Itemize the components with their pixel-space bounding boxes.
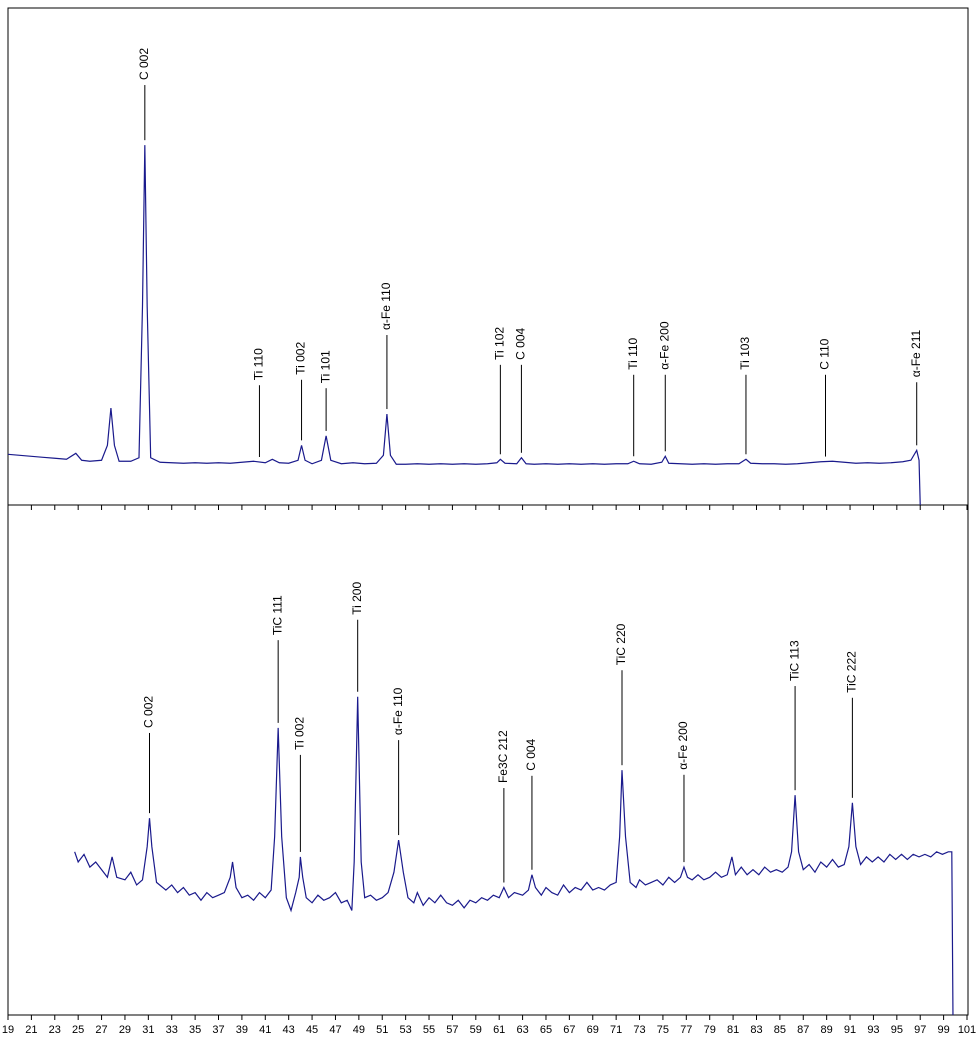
x-tick-label: 55	[423, 1024, 435, 1036]
x-tick-label: 35	[189, 1024, 201, 1036]
x-tick-label: 97	[914, 1024, 926, 1036]
annotation-label: Ti 110	[626, 337, 640, 369]
x-tick-label: 29	[119, 1024, 131, 1036]
annotation-label: TiC 111	[270, 595, 284, 635]
x-tick-label: 61	[493, 1024, 505, 1036]
x-tick-label: 25	[72, 1024, 84, 1036]
annotation-label: Ti 200	[350, 582, 364, 615]
x-tick-label: 33	[166, 1024, 178, 1036]
annotation-label: C 110	[818, 338, 832, 369]
spectrum-line	[74, 696, 954, 1016]
annotation-label: TiC 113	[787, 640, 801, 681]
x-tick-label: 51	[376, 1024, 388, 1036]
x-tick-label: 37	[212, 1024, 224, 1036]
annotation-label: Fe3C 212	[496, 730, 510, 783]
x-tick-label: 27	[95, 1024, 107, 1036]
x-tick-label: 41	[259, 1024, 271, 1036]
x-tick-label: 95	[891, 1024, 903, 1036]
bottom-panel-frame	[7, 504, 969, 1016]
x-tick-label: 63	[516, 1024, 528, 1036]
annotation-label: Ti 002	[294, 342, 308, 375]
x-tick-label: 53	[400, 1024, 412, 1036]
annotation-label: Ti 103	[738, 337, 752, 370]
x-tick-label: 57	[446, 1024, 458, 1036]
x-tick-label: 47	[329, 1024, 341, 1036]
annotation-label: α-Fe 200	[657, 321, 671, 370]
annotation-label: α-Fe 110	[379, 282, 393, 330]
x-tick-label: 79	[704, 1024, 716, 1036]
annotation-label: C 004	[514, 327, 528, 359]
x-tick-label: 31	[142, 1024, 154, 1036]
annotation-label: Ti 002	[293, 717, 307, 750]
x-tick-label: 65	[540, 1024, 552, 1036]
top-panel-frame	[7, 7, 969, 506]
x-tick-label: 87	[797, 1024, 809, 1036]
annotation-label: Ti 110	[252, 348, 266, 380]
annotation-label: TiC 220	[614, 623, 628, 665]
x-tick-label: 75	[657, 1024, 669, 1036]
x-tick-label: 93	[867, 1024, 879, 1036]
x-tick-label: 43	[283, 1024, 295, 1036]
annotation-label: α-Fe 110	[391, 687, 405, 735]
x-tick-label: 83	[750, 1024, 762, 1036]
x-tick-label: 101	[958, 1024, 976, 1036]
x-tick-label: 45	[306, 1024, 318, 1036]
x-tick-label: 49	[353, 1024, 365, 1036]
annotation-label: Ti 102	[493, 327, 507, 360]
x-tick-label: 39	[236, 1024, 248, 1036]
annotation-label: Ti 101	[318, 350, 332, 383]
x-tick-label: 91	[844, 1024, 856, 1036]
x-tick-label: 19	[2, 1024, 14, 1036]
x-tick-label: 59	[470, 1024, 482, 1036]
x-tick-label: 23	[49, 1024, 61, 1036]
annotation-label: C 002	[142, 696, 156, 728]
x-tick-label: 99	[937, 1024, 949, 1036]
x-tick-label: 85	[774, 1024, 786, 1036]
x-tick-label: 71	[610, 1024, 622, 1036]
annotation-label: TiC 222	[845, 651, 859, 693]
x-tick-label: 21	[25, 1024, 37, 1036]
x-tick-label: 69	[587, 1024, 599, 1036]
x-tick-label: 67	[563, 1024, 575, 1036]
x-tick-label: 73	[633, 1024, 645, 1036]
annotation-label: C 004	[524, 738, 538, 770]
x-tick-label: 89	[821, 1024, 833, 1036]
x-tick-label: 77	[680, 1024, 692, 1036]
spectrum-line	[7, 145, 921, 506]
x-tick-label: 81	[727, 1024, 739, 1036]
annotation-label: α-Fe 200	[676, 721, 690, 770]
annotation-label: C 002	[137, 48, 151, 80]
annotation-label: α-Fe 211	[909, 330, 923, 378]
